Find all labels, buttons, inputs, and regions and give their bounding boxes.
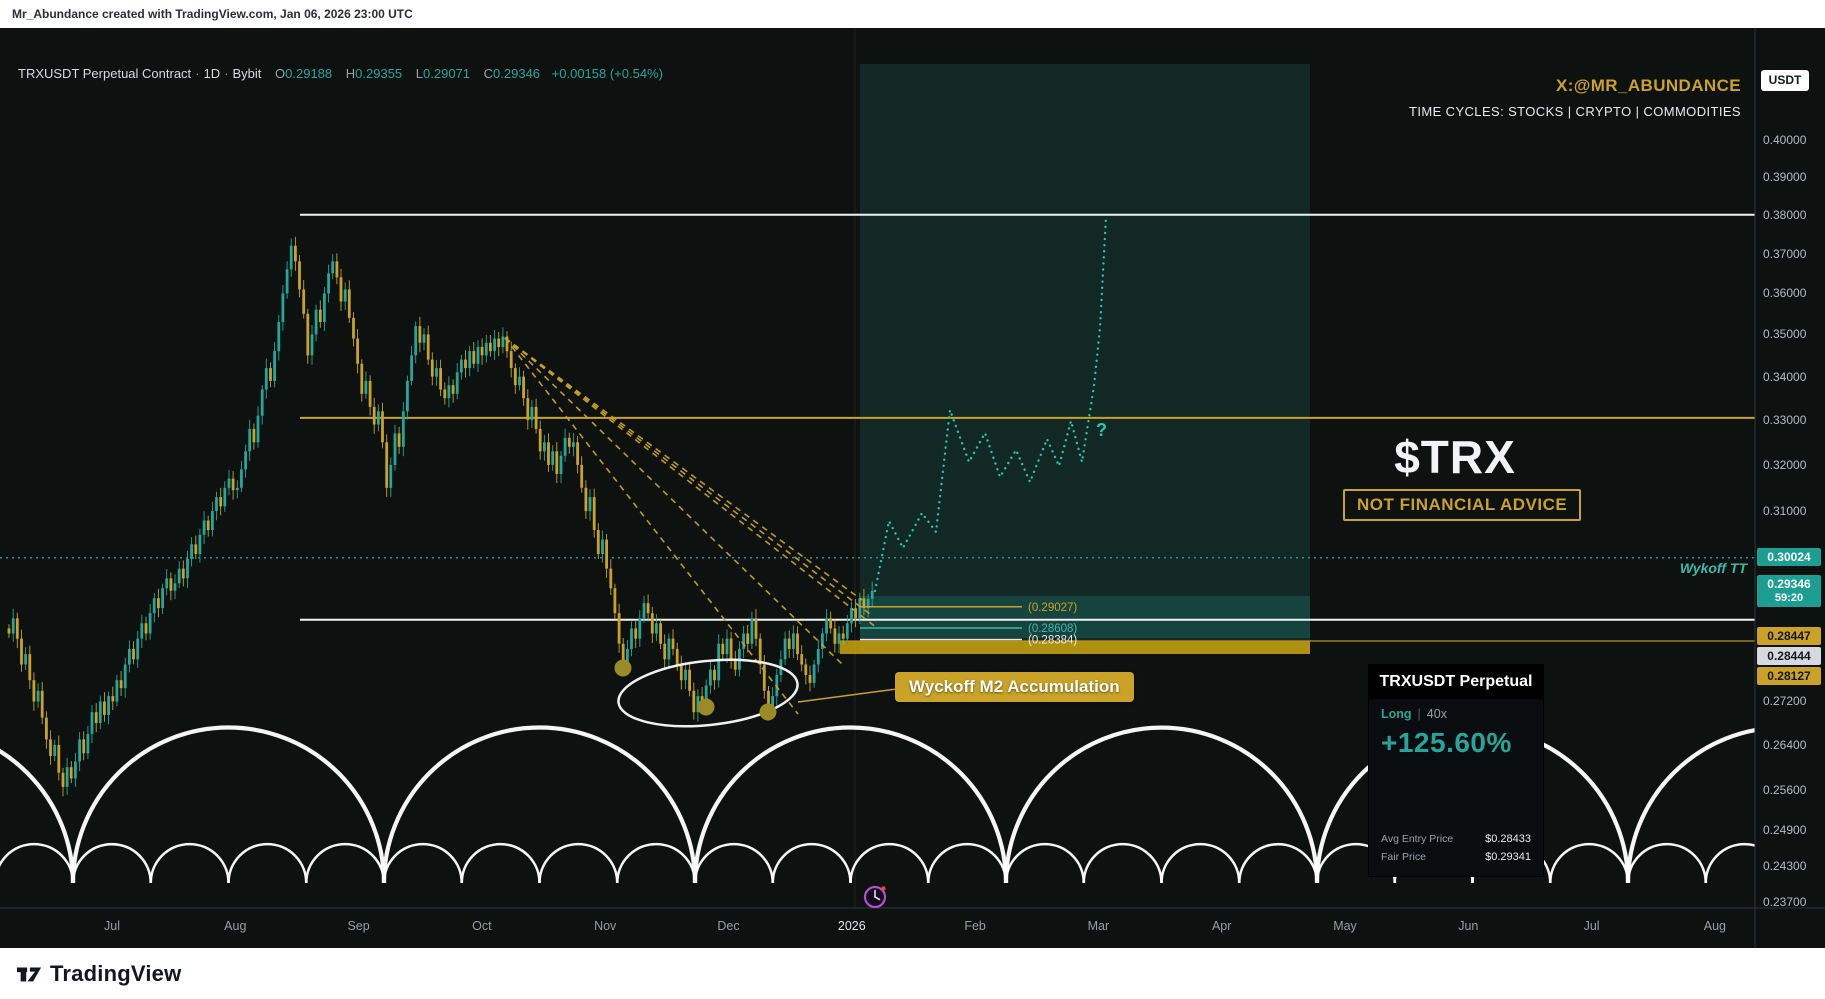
price-tick: 0.35000 — [1763, 327, 1807, 342]
high-label: H — [345, 66, 356, 81]
time-label-May: May — [1333, 919, 1357, 933]
close-value: 0.29346 — [493, 66, 541, 81]
ticker-watermark: $TRX — [1394, 431, 1516, 483]
position-side-row: Long | 40x — [1381, 707, 1447, 721]
interval-label: 1D — [203, 66, 221, 81]
position-leverage: 40x — [1426, 707, 1447, 721]
chart-canvas[interactable]: (0.29027) (0.28608)(0.28384)? — [0, 0, 1825, 948]
snapshot-header-bar: Mr_Abundance created with TradingView.co… — [0, 0, 1825, 28]
author-tagline: TIME CYCLES: STOCKS | CRYPTO | COMMODITI… — [1409, 104, 1741, 119]
fair-price-value: $0.29341 — [1485, 851, 1531, 863]
time-label-2026: 2026 — [837, 919, 866, 933]
wykoff-tt-label: Wykoff TT — [1679, 560, 1747, 576]
price-tick: 0.23700 — [1763, 895, 1807, 910]
price-tick: 0.25600 — [1763, 782, 1807, 797]
low-label: L — [415, 66, 424, 81]
position-side: Long — [1381, 707, 1412, 721]
footer-bar: TradingView — [0, 948, 1825, 999]
tradingview-brand-text[interactable]: TradingView — [50, 960, 182, 986]
price-tick: 0.26400 — [1763, 737, 1807, 752]
accumulation-callout[interactable]: Wyckoff M2 Accumulation — [895, 672, 1134, 702]
time-label-Mar: Mar — [1087, 919, 1110, 933]
avg-entry-value: $0.28433 — [1485, 833, 1531, 845]
price-tick: 0.40000 — [1763, 133, 1807, 147]
avg-entry-row: Avg Entry Price $0.28433 — [1381, 830, 1531, 848]
author-handle: X:@MR_ABUNDANCE — [1555, 76, 1741, 95]
open-value: 0.29188 — [285, 66, 333, 81]
time-label-Nov: Nov — [594, 919, 617, 933]
high-value: 0.29355 — [355, 66, 403, 81]
close-label: C — [483, 66, 494, 81]
svg-text:?: ? — [1096, 420, 1107, 440]
svg-text:(0.29027): (0.29027) — [1028, 602, 1077, 614]
price-tick: 0.31000 — [1763, 504, 1807, 519]
exchange-label: Bybit — [232, 66, 262, 81]
open-label: O — [275, 66, 286, 81]
svg-text:(0.28384): (0.28384) — [1028, 635, 1077, 647]
position-pnl: +125.60% — [1381, 727, 1512, 758]
time-label-Jun: Jun — [1458, 919, 1479, 933]
avg-entry-label: Avg Entry Price — [1381, 833, 1454, 845]
time-label-Feb: Feb — [964, 919, 986, 933]
price-tick: 0.34000 — [1763, 369, 1807, 384]
price-tick: 0.33000 — [1763, 413, 1807, 428]
svg-text:(0.28608): (0.28608) — [1028, 623, 1077, 635]
price-badge-0.29346: 0.29346 59:20 — [1757, 574, 1821, 607]
price-badge-0.28127: 0.28127 — [1757, 666, 1821, 685]
position-title: TRXUSDT Perpetual — [1369, 665, 1543, 699]
price-tick: 0.39000 — [1763, 169, 1807, 184]
time-label-Jul: Jul — [104, 919, 120, 933]
time-label-Dec: Dec — [717, 919, 740, 933]
currency-toggle-button[interactable]: USDT — [1761, 70, 1809, 91]
fair-price-row: Fair Price $0.29341 — [1381, 848, 1531, 866]
price-badge-0.30024: 0.30024 — [1757, 548, 1821, 567]
fair-price-label: Fair Price — [1381, 851, 1426, 863]
change-value: +0.00158 (+0.54%) — [551, 66, 663, 81]
price-tick: 0.36000 — [1763, 286, 1807, 301]
time-label-Jul: Jul — [1583, 919, 1600, 933]
time-label-Aug: Aug — [1703, 919, 1727, 933]
tradingview-logo-icon[interactable] — [16, 961, 42, 987]
cycle-clock-icon — [863, 885, 887, 909]
price-tick: 0.32000 — [1763, 457, 1807, 472]
price-badge-0.28444: 0.28444 — [1757, 646, 1821, 665]
time-label-Apr: Apr — [1211, 919, 1232, 933]
price-tick: 0.27200 — [1763, 694, 1807, 709]
price-badge-0.28447: 0.28447 — [1757, 626, 1821, 645]
symbol-legend[interactable]: TRXUSDT Perpetual Contract · 1D · Bybit O0.2… — [18, 66, 663, 81]
price-tick: 0.24900 — [1763, 823, 1807, 838]
price-tick: 0.24300 — [1763, 858, 1807, 873]
price-tick: 0.37000 — [1763, 246, 1807, 261]
time-label-Sep: Sep — [347, 919, 370, 933]
price-tick: 0.38000 — [1763, 207, 1807, 222]
position-panel: TRXUSDT Perpetual Long | 40x +125.60% Avg … — [1369, 665, 1543, 876]
author-block: X:@MR_ABUNDANCE TIME CYCLES: STOCKS | CR… — [1409, 76, 1741, 119]
low-value: 0.29071 — [423, 66, 471, 81]
symbol-name: TRXUSDT Perpetual Contract — [18, 66, 192, 81]
disclaimer-badge: NOT FINANCIAL ADVICE — [1343, 489, 1582, 521]
time-label-Oct: Oct — [472, 919, 492, 933]
time-label-Aug: Aug — [224, 919, 247, 933]
snapshot-attribution: Mr_Abundance created with TradingView.co… — [12, 7, 413, 21]
